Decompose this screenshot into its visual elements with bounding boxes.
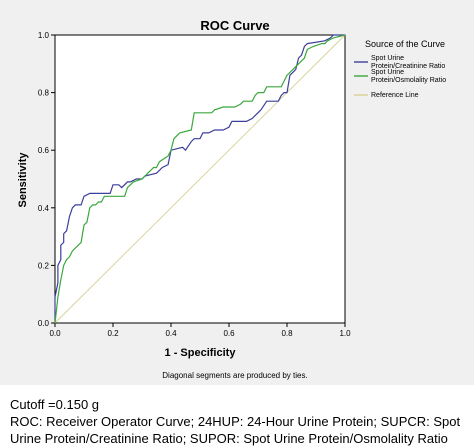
y-tick-label: 1.0 [38,31,50,40]
y-tick-label: 0.4 [38,204,50,213]
legend: Source of the Curve Spot UrineProtein/Cr… [354,39,446,99]
cutoff-text: Cutoff =0.150 g [10,397,100,412]
y-tick-label: 0.6 [38,146,50,155]
y-axis-label: Sensitivity [17,152,29,208]
reference-line [54,34,346,324]
roc-figure: ROC Curve 0.0 0.2 0.4 0.6 0.8 1.0 0.0 0.2 0.4 0.… [0,0,474,385]
legend-label: Spot Urine [371,55,404,62]
x-axis: 0.0 0.2 0.4 0.6 0.8 1.0 [49,323,351,338]
osmolality-ratio-line [54,34,346,324]
y-axis: 0.0 0.2 0.4 0.6 0.8 1.0 [38,31,55,328]
legend-label: Protein/Creatinine Ratio [371,63,445,70]
creatinine-ratio-line [54,34,345,323]
x-tick-label: 0.0 [49,329,61,338]
x-tick-label: 1.0 [339,329,351,338]
x-tick-label: 0.2 [107,329,119,338]
abbreviations-line-1: ROC: Receiver Operator Curve; 24HUP: 24-… [10,414,461,429]
y-tick-label: 0.0 [38,319,50,328]
y-tick-label: 0.2 [38,261,50,270]
legend-label: Reference Line [371,92,419,99]
legend-label: Protein/Osmolality Ratio [371,77,446,84]
abbreviations-line-2: Urine Protein/Creatinine Ratio; SUPOR: S… [10,431,448,446]
legend-label: Spot Urine [371,69,404,76]
legend-title: Source of the Curve [365,39,445,49]
chart-note: Diagonal segments are produced by ties. [162,371,307,380]
chart-title: ROC Curve [200,18,269,33]
roc-chart: ROC Curve 0.0 0.2 0.4 0.6 0.8 1.0 0.00.20.40.… [17,18,446,380]
series-layer [54,34,346,324]
x-tick-label: 0.8 [281,329,293,338]
x-tick-label: 0.6 [223,329,235,338]
y-tick-label: 0.8 [38,89,50,98]
x-axis-label: 1 - Specificity [165,347,237,359]
x-tick-label: 0.4 [165,329,177,338]
